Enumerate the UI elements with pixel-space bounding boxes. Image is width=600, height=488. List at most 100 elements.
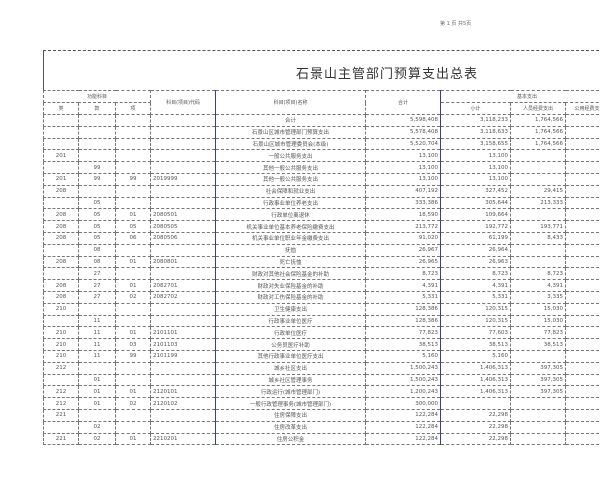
- cell-total: 5,520,704: [365, 137, 442, 151]
- cell-sub: 61,199: [440, 231, 512, 245]
- cell-lei: 201: [43, 149, 79, 163]
- cell-code: 2080501: [150, 208, 217, 222]
- cell-lei: 208: [43, 208, 79, 222]
- cell-code: [150, 137, 217, 151]
- cell-pers: [510, 420, 567, 434]
- cell-name: 一般行政管理事务(城市管理部门): [215, 397, 367, 410]
- cell-xiang: [114, 161, 152, 174]
- table-row: 石景山区城市管理委员会(本级) 5,520,704 3,158,655 1,764,5…: [43, 137, 600, 151]
- cell-xiang: [114, 361, 152, 375]
- cell-kuan: 99: [78, 172, 116, 186]
- cell-name: 财政对失业保险基金的补助: [215, 279, 367, 292]
- table-row: 208 05 01 2080501 行政单位离退休 18,590 109,664: [43, 208, 600, 222]
- cell-total: 91,020: [365, 231, 442, 245]
- cell-sub: 1,406,313: [440, 361, 512, 375]
- cell-pers: 77,823: [510, 326, 567, 340]
- cell-pub: [565, 267, 600, 281]
- cell-lei: 221: [43, 408, 79, 422]
- cell-sub: 77,603: [440, 326, 512, 340]
- cell-pers: 397,305: [510, 361, 567, 375]
- cell-name: 财政对其他社会保险基金的补助: [215, 267, 367, 281]
- cell-total: 1,500,243: [365, 373, 442, 387]
- cell-lei: [43, 314, 79, 328]
- cell-xiang: 01: [114, 385, 152, 399]
- table-row: 212 01 02 2120102 一般行政管理事务(城市管理部门) 300,000: [43, 397, 600, 410]
- cell-lei: 212: [43, 361, 79, 375]
- cell-total: 13,100: [365, 172, 442, 186]
- cell-total: 122,284: [365, 432, 442, 446]
- table-row: 02 住房改革支出 122,284 22,298: [43, 420, 600, 434]
- cell-total: 77,823: [365, 326, 442, 340]
- cell-code: [150, 196, 217, 210]
- cell-name: 石景山区城市管理委员会(本级): [215, 137, 367, 151]
- cell-pers: 213,333: [510, 196, 567, 210]
- cell-sub: 13,100: [440, 161, 512, 174]
- cell-pub: [565, 432, 600, 446]
- table-row: 210 卫生健康支出 128,386 120,315 15,030: [43, 302, 600, 316]
- cell-code: 2082702: [150, 290, 217, 304]
- cell-pub: [565, 196, 600, 210]
- cell-lei: [43, 373, 79, 387]
- cell-xiang: [114, 114, 152, 127]
- cell-name: 抚恤: [215, 243, 367, 257]
- cell-pers: 1,764,566: [510, 137, 567, 151]
- header-code: 科目(项目)代码: [150, 90, 217, 115]
- cell-sub: 22,298: [440, 408, 512, 422]
- cell-code: [150, 408, 217, 422]
- table-row: 212 01 01 2120101 行政运行(城市管理部门) 1,200,243 1,406…: [43, 385, 600, 399]
- cell-xiang: 02: [114, 397, 152, 410]
- cell-xiang: [114, 184, 152, 198]
- cell-total: 128,386: [365, 314, 442, 328]
- table-row: 11 行政事业单位医疗 128,386 120,315 15,030: [43, 314, 600, 328]
- cell-code: 2080801: [150, 255, 217, 269]
- cell-lei: [43, 125, 79, 139]
- cell-code: 2082701: [150, 279, 217, 292]
- cell-code: [150, 184, 217, 198]
- cell-name: 行政事业单位养老支出: [215, 196, 367, 210]
- cell-sub: 192,772: [440, 220, 512, 233]
- cell-name: 石景山区城市管理部门预算支出: [215, 125, 367, 139]
- cell-code: 2101199: [150, 349, 217, 363]
- cell-xiang: 01: [114, 432, 152, 446]
- table-row: 221 住房保障支出 122,284 22,298: [43, 408, 600, 422]
- cell-lei: [43, 137, 79, 151]
- cell-name: 一般公共服务支出: [215, 149, 367, 163]
- cell-name: 行政运行(城市管理部门): [215, 385, 367, 399]
- cell-code: [150, 302, 217, 316]
- cell-pers: 1,764,566: [510, 114, 567, 127]
- header-lei: 类: [43, 102, 79, 115]
- cell-lei: 208: [43, 290, 79, 304]
- cell-total: 5,598,408: [365, 114, 442, 127]
- cell-xiang: [114, 243, 152, 257]
- cell-total: 18,590: [365, 208, 442, 222]
- cell-total: 5,160: [365, 349, 442, 363]
- cell-pers: [510, 397, 567, 410]
- cell-total: 213,772: [365, 220, 442, 233]
- cell-kuan: 01: [78, 373, 116, 387]
- cell-lei: 212: [43, 385, 79, 399]
- cell-pub: 1: [565, 361, 600, 375]
- cell-pub: [565, 231, 600, 245]
- cell-pub: [565, 408, 600, 422]
- cell-kuan: 01: [78, 385, 116, 399]
- cell-xiang: [114, 137, 152, 151]
- cell-sub: 327,452: [440, 184, 512, 198]
- cell-name: 其他一般公共服务支出: [215, 172, 367, 186]
- cell-pers: [510, 432, 567, 446]
- cell-xiang: 01: [114, 279, 152, 292]
- header-kuan: 款: [78, 102, 116, 115]
- table-row: 27 财政对其他社会保险基金的补助 8,723 8,723 8,723: [43, 267, 600, 281]
- table-row: 210 11 01 2101101 行政单位医疗 77,823 77,603 77,823: [43, 326, 600, 340]
- cell-kuan: 08: [78, 243, 116, 257]
- cell-xiang: 01: [114, 255, 152, 269]
- cell-lei: 208: [43, 255, 79, 269]
- cell-kuan: 05: [78, 208, 116, 222]
- cell-pers: 3,335: [510, 290, 567, 304]
- page-number: 第 1 页 共5页: [440, 21, 472, 27]
- cell-sub: 120,315: [440, 314, 512, 328]
- cell-pers: [510, 243, 567, 257]
- cell-pub: [565, 397, 600, 410]
- cell-name: 社会保障和就业支出: [215, 184, 367, 198]
